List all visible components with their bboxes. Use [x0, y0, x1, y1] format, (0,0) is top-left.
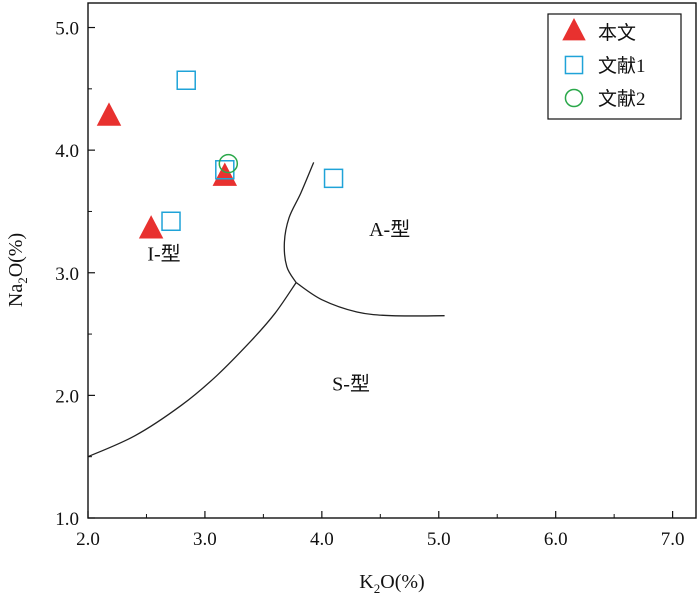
data-point-square: [215, 160, 235, 180]
y-tick-label: 3.0: [55, 264, 79, 285]
data-point-triangle: [212, 162, 238, 186]
classification-boundaries: [87, 162, 445, 458]
region-label: S-型: [332, 372, 370, 395]
y-tick-label: 2.0: [55, 386, 79, 407]
boundary-line: [295, 282, 445, 317]
legend-marker-triangle: [562, 17, 586, 41]
x-tick-label: 3.0: [193, 529, 217, 550]
data-point-square: [161, 211, 181, 232]
y-axis-title: Na2O(%): [5, 233, 30, 307]
legend-label: 本文: [598, 22, 636, 44]
y-tick-label: 5.0: [55, 19, 79, 40]
data-point-triangle: [138, 215, 164, 239]
data-points: [96, 70, 344, 239]
boundary-line: [283, 162, 315, 283]
boundary-line: [87, 282, 297, 458]
x-tick-label: 5.0: [427, 529, 451, 550]
x-tick-label: 2.0: [76, 529, 100, 550]
legend-label: 文献2: [598, 88, 646, 110]
data-point-square: [176, 70, 196, 90]
x-axis-title: K2O(%): [359, 571, 424, 596]
y-tick-label: 4.0: [55, 141, 79, 162]
y-axis-ticks: 1.0 2.0 3.0 4.0 5.0: [55, 19, 95, 530]
x-tick-label: 4.0: [310, 529, 334, 550]
region-labels: I-型 A-型 S-型: [147, 218, 410, 396]
data-point-triangle: [96, 102, 122, 126]
legend-label: 文献1: [598, 55, 646, 77]
x-axis-ticks: 2.0 3.0 4.0 5.0 6.0 7.0: [76, 511, 684, 550]
x-tick-label: 7.0: [661, 529, 685, 550]
x-tick-label: 6.0: [544, 529, 568, 550]
legend-marker-circle: [564, 88, 584, 108]
y-tick-label: 1.0: [55, 509, 79, 530]
plot-area: [87, 2, 697, 519]
plot-frame: [87, 2, 697, 519]
data-point-circle: [218, 153, 239, 174]
region-label: I-型: [147, 243, 180, 266]
data-point-square: [323, 168, 344, 189]
legend-marker-square: [564, 55, 584, 75]
region-label: A-型: [369, 218, 410, 241]
